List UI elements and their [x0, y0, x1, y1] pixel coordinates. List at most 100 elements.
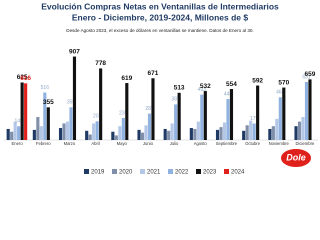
x-tick-label: Noviembre [269, 141, 290, 146]
bar [10, 131, 14, 140]
bar [304, 81, 309, 140]
x-tick-label: Octubre [245, 141, 261, 146]
legend-swatch [140, 169, 145, 174]
legend-label: 2020 [119, 170, 133, 176]
bar [203, 91, 207, 140]
x-tick-label: Marzo [64, 141, 76, 146]
legend-label: 2023 [203, 170, 217, 176]
bar [174, 104, 178, 140]
data-label: 149 [14, 119, 23, 125]
bar [219, 127, 223, 140]
data-label: 616 [20, 75, 31, 82]
bar [95, 121, 99, 140]
data-label: 631 [302, 74, 311, 80]
bar [6, 128, 10, 140]
bar [282, 87, 286, 140]
bar [72, 56, 77, 140]
data-label: 625 [17, 74, 28, 81]
x-tick-label: Febrero [36, 141, 51, 146]
bar [111, 131, 115, 140]
bar [85, 130, 89, 140]
logo-shape [281, 149, 311, 167]
bar [114, 135, 118, 140]
data-label: 445 [224, 91, 233, 97]
bar [24, 83, 28, 140]
bar [215, 129, 220, 140]
annotation: Desde Agosto 2023, el exceso de dólares … [66, 28, 253, 33]
bar [249, 120, 253, 140]
bar [46, 107, 50, 140]
bar [163, 128, 167, 140]
bar [229, 89, 234, 140]
x-tick-label: Enero [11, 141, 23, 146]
data-label: 287 [145, 106, 154, 112]
bar [308, 79, 312, 140]
legend-swatch [84, 169, 89, 174]
data-label: 239 [119, 110, 128, 116]
bar [144, 125, 148, 140]
data-label: 464 [276, 90, 285, 96]
bar [200, 94, 204, 140]
chart: Evolución Compras Netas en Ventanillas d… [4, 1, 318, 176]
chart-subtitle: Enero - Diciembre, 2019-2024, Millones d… [72, 12, 248, 22]
logo-text: Dole [286, 152, 306, 162]
bar [137, 129, 141, 140]
x-tick-label: Abril [91, 141, 99, 146]
bar [32, 129, 36, 140]
data-label: 387 [171, 97, 180, 103]
bar [36, 117, 40, 140]
bar [151, 78, 155, 140]
bar [256, 85, 260, 140]
bar [294, 126, 298, 140]
bar [245, 125, 249, 140]
data-label: 513 [174, 85, 185, 92]
bar [17, 126, 21, 140]
x-tick-label: Septiembre [216, 141, 238, 146]
bar [125, 83, 129, 140]
bar [13, 121, 17, 140]
bar [242, 130, 246, 140]
legend-label: 2022 [175, 170, 189, 176]
data-label: 570 [278, 79, 289, 86]
bar [193, 128, 197, 140]
bar [88, 134, 92, 140]
legend-swatch [196, 169, 201, 174]
x-tick-label: Agosto [194, 141, 208, 146]
bar [196, 121, 200, 140]
data-label: 592 [252, 77, 263, 84]
data-label: 671 [148, 70, 159, 77]
data-label: 532 [200, 83, 211, 90]
bar [118, 126, 122, 140]
data-label: 516 [41, 85, 50, 91]
bar [268, 128, 272, 140]
chart-title: Evolución Compras Netas en Ventanillas d… [41, 1, 279, 11]
x-tick-label: Julio [170, 141, 179, 146]
bar [62, 123, 66, 140]
data-label: 619 [121, 75, 132, 82]
bar [121, 118, 125, 140]
x-tick-label: Mayo [117, 141, 128, 146]
x-tick-label: Junio [143, 141, 154, 146]
data-label: 355 [67, 100, 76, 106]
bar [297, 121, 302, 140]
legend-swatch [168, 169, 173, 174]
bar [278, 97, 282, 140]
bar [301, 117, 305, 140]
data-label: 355 [43, 99, 54, 106]
x-tick-label: Diciembre [295, 141, 315, 146]
bar [140, 132, 145, 140]
bar [252, 123, 256, 140]
bar [58, 128, 63, 140]
bar [177, 92, 181, 140]
bar [167, 130, 171, 140]
bar [92, 123, 96, 140]
bar [69, 107, 73, 140]
data-label: 554 [226, 81, 237, 88]
bar [147, 113, 152, 140]
data-label: 203 [93, 114, 102, 120]
legend-swatch [224, 169, 229, 174]
bar [43, 92, 47, 140]
bar [99, 68, 103, 140]
legend-label: 2019 [91, 170, 105, 176]
logo: Dole [281, 149, 311, 167]
